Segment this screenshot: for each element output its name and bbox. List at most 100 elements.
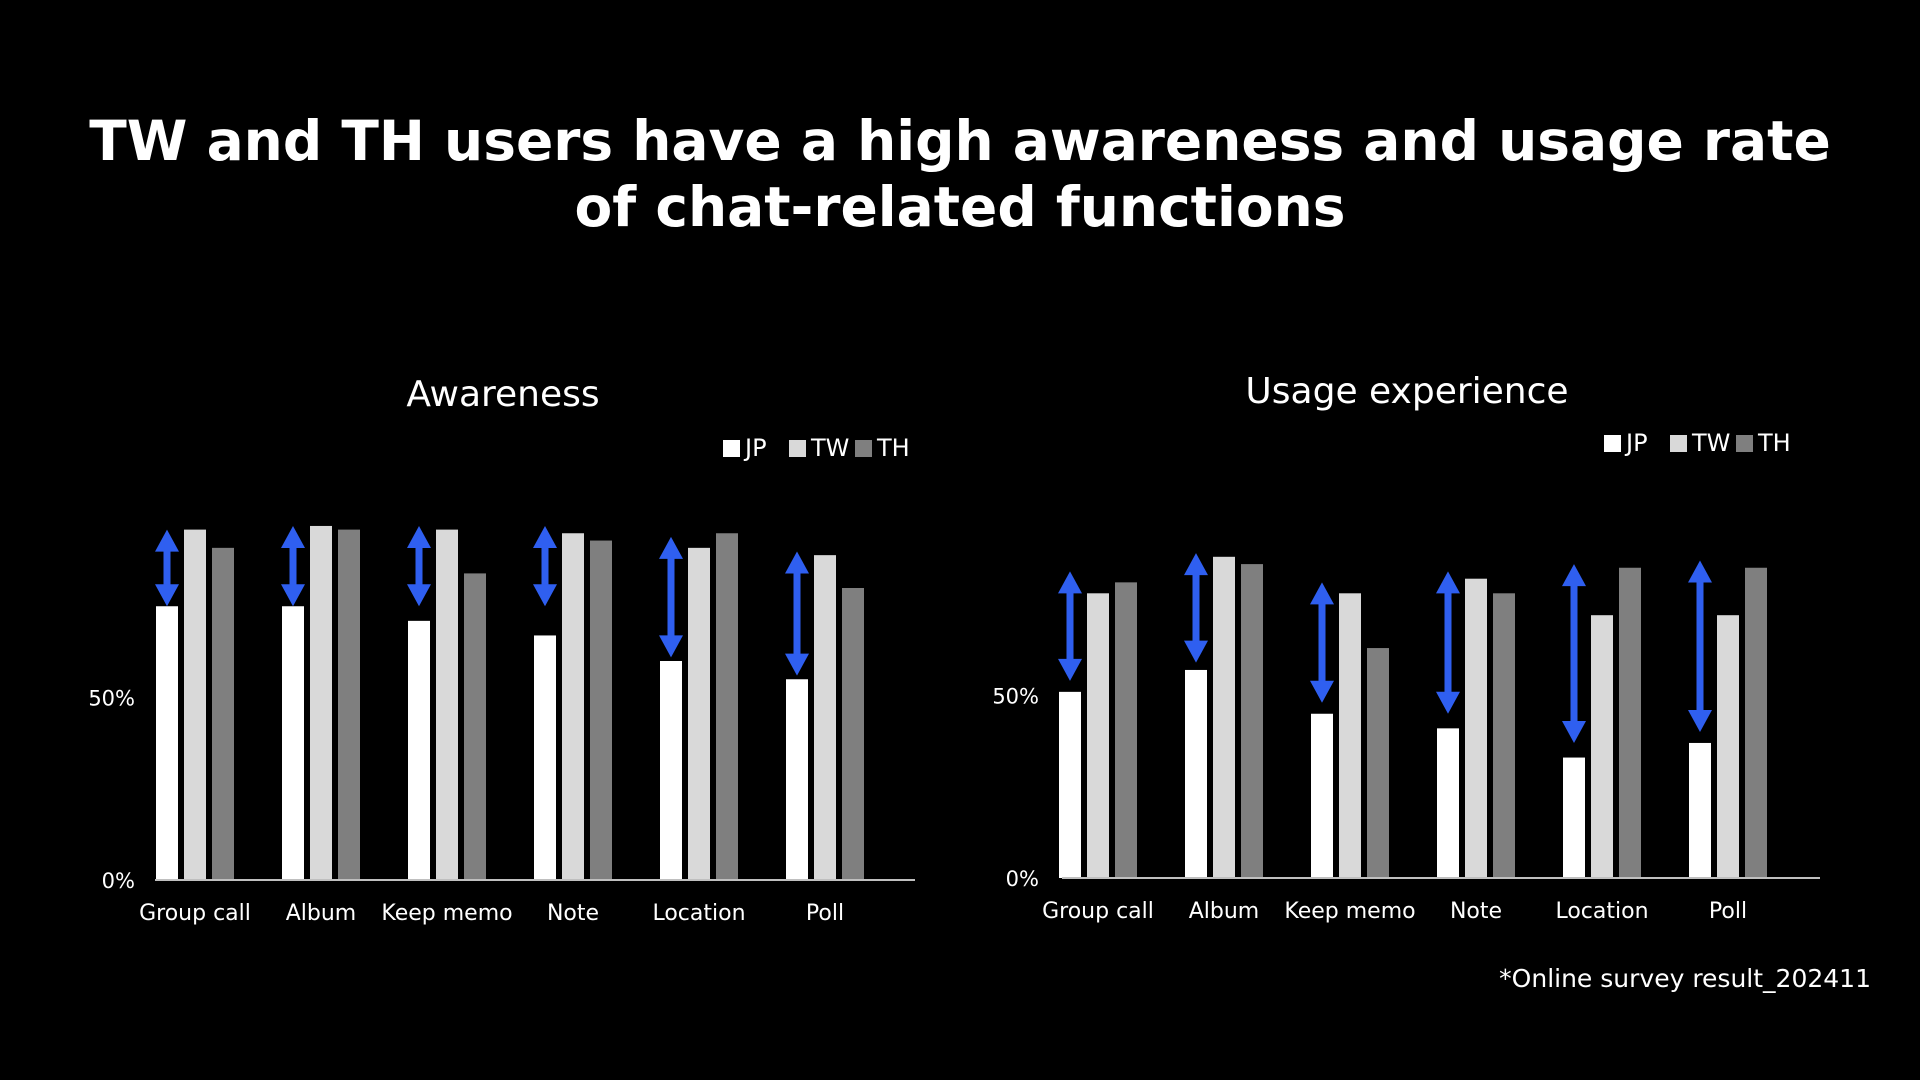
x-tick-label-album: Album (1189, 899, 1260, 924)
gap-arrow-head-down (407, 584, 431, 607)
legend-label-tw: TW (1691, 429, 1730, 457)
gap-arrow-head-down (1436, 691, 1460, 714)
page-title: TW and TH users have a high awareness an… (0, 108, 1920, 240)
bar-th-album (1241, 564, 1263, 878)
y-tick-label: 50% (992, 685, 1039, 709)
gap-arrow-head-down (659, 635, 683, 658)
legend-label-th: TH (876, 434, 910, 462)
chart-title: Usage experience (1245, 371, 1568, 412)
bar-tw-keep-memo (1339, 593, 1361, 878)
legend-swatch-tw (789, 440, 806, 457)
legend-label-jp: JP (1624, 429, 1648, 457)
bar-th-note (590, 540, 612, 880)
gap-arrow-head-up (785, 551, 809, 574)
gap-arrow-location (659, 536, 683, 658)
bar-jp-group-call (156, 606, 178, 880)
bar-jp-note (1437, 728, 1459, 878)
bar-jp-album (282, 606, 304, 880)
bar-tw-location (1591, 615, 1613, 878)
x-tick-label-location: Location (1555, 899, 1648, 924)
bar-tw-album (1213, 556, 1235, 878)
gap-arrow-head-down (1058, 658, 1082, 681)
chart-usage-experience: Usage experience JP TW TH 0% 50% Group call Alb… (992, 371, 1820, 924)
gap-arrow-shaft (1318, 602, 1326, 683)
gap-arrow-shaft (1696, 580, 1704, 712)
gap-arrow-poll (785, 551, 809, 676)
gap-arrow-shaft (1066, 591, 1074, 661)
legend-label-jp: JP (743, 434, 767, 462)
gap-arrow-head-up (1058, 571, 1082, 594)
gap-arrow-shaft (667, 556, 675, 638)
gap-arrow-head-up (1688, 560, 1712, 583)
bar-tw-group-call (1087, 593, 1109, 878)
gap-arrow-shaft (793, 571, 801, 656)
bar-th-location (1619, 567, 1641, 878)
source-footnote: *Online survey result_202411 (1499, 964, 1871, 993)
bar-tw-location (688, 547, 710, 880)
gap-arrow-head-down (1310, 680, 1334, 703)
gap-arrow-shaft (415, 545, 423, 587)
chart-awareness: Awareness JP TW TH 0% 50% Group call Album Keep … (88, 374, 915, 926)
bar-jp-location (1563, 757, 1585, 878)
gap-arrow-keep-memo (407, 525, 431, 607)
gap-arrow-head-down (1184, 640, 1208, 663)
bar-tw-group-call (184, 529, 206, 880)
gap-arrow-group-call (1058, 571, 1082, 681)
gap-arrow-shaft (1444, 591, 1452, 694)
bar-th-group-call (1115, 582, 1137, 878)
x-tick-label-note: Note (547, 901, 599, 926)
bar-jp-poll (786, 679, 808, 880)
bar-th-poll (1745, 567, 1767, 878)
x-tick-label-poll: Poll (806, 901, 844, 926)
bar-tw-note (1465, 578, 1487, 878)
y-tick-label: 0% (102, 869, 135, 893)
gap-arrow-head-up (1562, 564, 1586, 587)
gap-arrow-head-up (281, 525, 305, 548)
bar-th-keep-memo (464, 573, 486, 880)
bar-jp-location (660, 661, 682, 880)
gap-arrow-album (281, 525, 305, 607)
x-tick-label-group-call: Group call (1042, 899, 1154, 924)
gap-arrow-location (1562, 564, 1586, 743)
gap-arrow-head-down (1688, 710, 1712, 732)
gap-arrow-shaft (541, 545, 549, 587)
gap-arrow-note (533, 525, 557, 607)
legend-swatch-jp (723, 440, 740, 457)
gap-arrow-keep-memo (1310, 582, 1334, 703)
bar-jp-group-call (1059, 691, 1081, 878)
title-line-2: of chat-related functions (574, 175, 1346, 239)
gap-arrow-shaft (289, 545, 297, 587)
gap-arrow-head-up (155, 529, 179, 552)
bar-jp-poll (1689, 742, 1711, 878)
gap-arrow-shaft (163, 549, 171, 587)
bar-tw-poll (814, 555, 836, 880)
bar-jp-keep-memo (408, 620, 430, 880)
bar-tw-album (310, 525, 332, 880)
gap-arrow-shaft (1570, 584, 1578, 723)
bar-th-album (338, 529, 360, 880)
gap-arrow-head-down (785, 653, 809, 676)
legend-label-tw: TW (810, 434, 849, 462)
legend-swatch-th (855, 440, 872, 457)
bar-tw-note (562, 533, 584, 880)
x-tick-label-location: Location (652, 901, 745, 926)
y-tick-label: 50% (88, 687, 135, 711)
gap-arrow-head-up (1310, 582, 1334, 605)
gap-arrow-head-up (1436, 571, 1460, 594)
bar-jp-album (1185, 669, 1207, 878)
gap-arrow-head-up (533, 525, 557, 548)
bar-th-group-call (212, 547, 234, 880)
gap-arrow-head-up (1184, 553, 1208, 576)
title-line-1: TW and TH users have a high awareness an… (89, 109, 1831, 173)
bar-th-keep-memo (1367, 648, 1389, 878)
bar-th-note (1493, 593, 1515, 878)
bar-jp-keep-memo (1311, 713, 1333, 878)
legend-swatch-th (1736, 435, 1753, 452)
chart-title: Awareness (406, 374, 599, 415)
gap-arrow-album (1184, 553, 1208, 663)
bar-tw-poll (1717, 615, 1739, 878)
gap-arrow-note (1436, 571, 1460, 714)
x-tick-label-poll: Poll (1709, 899, 1747, 924)
bar-th-location (716, 533, 738, 880)
